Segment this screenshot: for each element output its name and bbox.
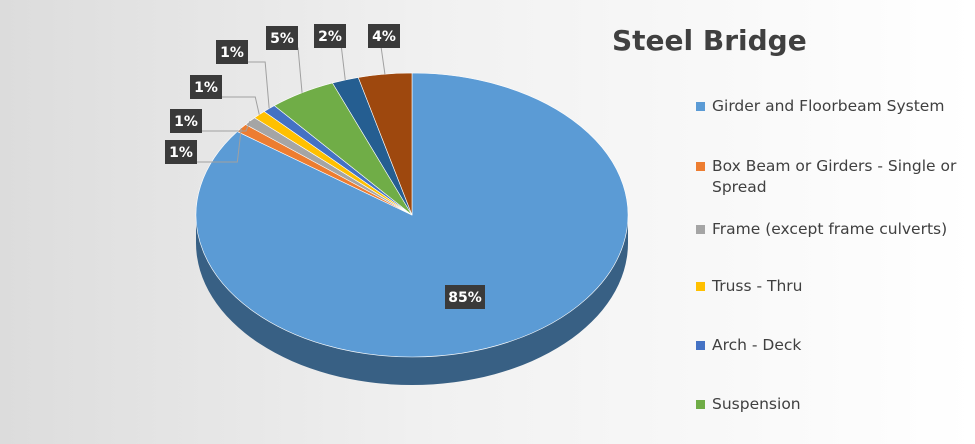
leader-line xyxy=(247,61,270,109)
svg-text:5%: 5% xyxy=(270,31,294,47)
legend-item: Arch - Deck xyxy=(696,335,971,356)
leader-line xyxy=(340,45,346,81)
legend-item: Suspension xyxy=(696,394,971,415)
legend-swatch-icon xyxy=(696,102,705,111)
data-label: 1% xyxy=(216,40,248,64)
svg-text:85%: 85% xyxy=(448,290,482,306)
legend-item: Girder and Floorbeam System xyxy=(696,96,971,117)
leader-line xyxy=(196,127,242,163)
legend-label: Frame (except frame culverts) xyxy=(712,220,948,238)
legend-swatch-icon xyxy=(696,225,705,234)
data-label: 5% xyxy=(266,26,298,50)
pie-slice xyxy=(357,72,413,216)
legend-item: Box Beam or Girders - Single or Spread xyxy=(696,156,971,198)
svg-text:1%: 1% xyxy=(194,80,218,96)
svg-text:2%: 2% xyxy=(318,29,342,45)
legend-label: Suspension xyxy=(712,395,801,413)
legend-item: Frame (except frame culverts) xyxy=(696,219,971,240)
leader-line xyxy=(221,96,260,115)
legend-label: Girder and Floorbeam System xyxy=(712,97,945,115)
pie-side-walls xyxy=(196,215,628,385)
data-label: 85% xyxy=(445,285,485,309)
legend-item: Truss - Thru xyxy=(696,276,971,297)
legend-swatch-icon xyxy=(696,400,705,409)
data-label: 1% xyxy=(170,109,202,133)
data-label: 4% xyxy=(368,24,400,48)
legend-swatch-icon xyxy=(696,162,705,171)
pie-slice-side xyxy=(196,215,628,385)
data-label: 2% xyxy=(314,24,346,48)
leader-line xyxy=(297,47,303,93)
svg-text:1%: 1% xyxy=(220,45,244,61)
leader-line xyxy=(201,120,251,132)
svg-text:1%: 1% xyxy=(174,114,198,130)
legend-swatch-icon xyxy=(696,341,705,350)
chart-title: Steel Bridge xyxy=(612,24,807,57)
svg-text:1%: 1% xyxy=(169,145,193,161)
legend-label: Box Beam or Girders - Single or Spread xyxy=(712,157,957,196)
leader-line xyxy=(380,45,399,75)
legend-label: Arch - Deck xyxy=(712,336,802,354)
legend-swatch-icon xyxy=(696,282,705,291)
data-label: 1% xyxy=(190,75,222,99)
legend-label: Truss - Thru xyxy=(712,277,803,295)
svg-text:4%: 4% xyxy=(372,29,396,45)
data-label: 1% xyxy=(165,140,197,164)
